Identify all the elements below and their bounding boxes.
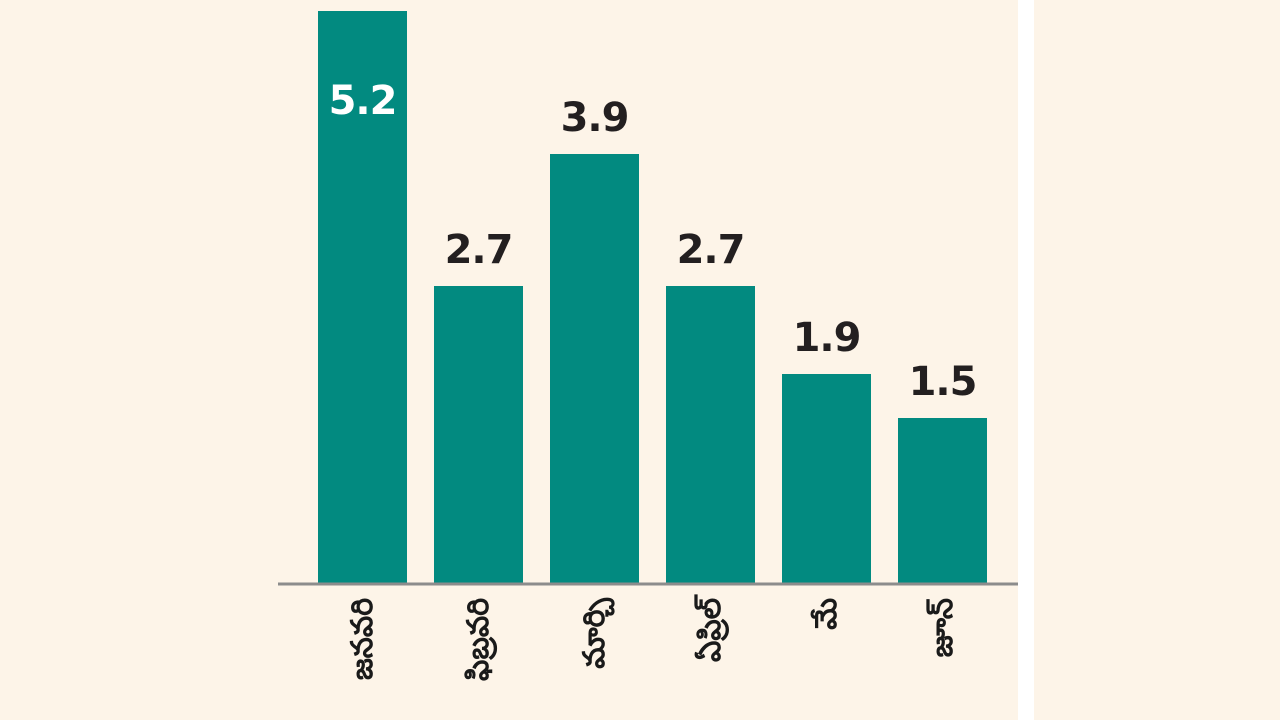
bar-3 (666, 286, 755, 583)
value-label-0: 5.2 (329, 78, 397, 124)
bar-0 (318, 11, 407, 583)
bar-5 (898, 418, 987, 583)
category-label-2: మార్చి (577, 597, 615, 669)
value-labels-group: 5.2 2.7 3.9 2.7 1.9 1.5 (329, 78, 978, 405)
right-divider (1018, 0, 1034, 720)
category-label-4: మే (809, 598, 844, 630)
bar-1 (434, 286, 523, 583)
category-label-3: ఏప్రిల్ (693, 594, 729, 662)
bars-group (318, 11, 987, 583)
category-label-1: ఫిబ్రవరి (461, 598, 498, 681)
value-label-1: 2.7 (445, 227, 513, 273)
category-label-5: జూన్ (925, 598, 960, 657)
value-label-4: 1.9 (793, 315, 861, 361)
category-labels-group: జనవరి ఫిబ్రవరి మార్చి ఏప్రిల్ మే జూన్ (345, 594, 960, 681)
category-label-0: జనవరి (345, 598, 380, 680)
value-label-3: 2.7 (677, 227, 745, 273)
bar-4 (782, 374, 871, 583)
value-label-2: 3.9 (561, 95, 629, 141)
bar-2 (550, 154, 639, 583)
value-label-5: 1.5 (909, 359, 977, 405)
